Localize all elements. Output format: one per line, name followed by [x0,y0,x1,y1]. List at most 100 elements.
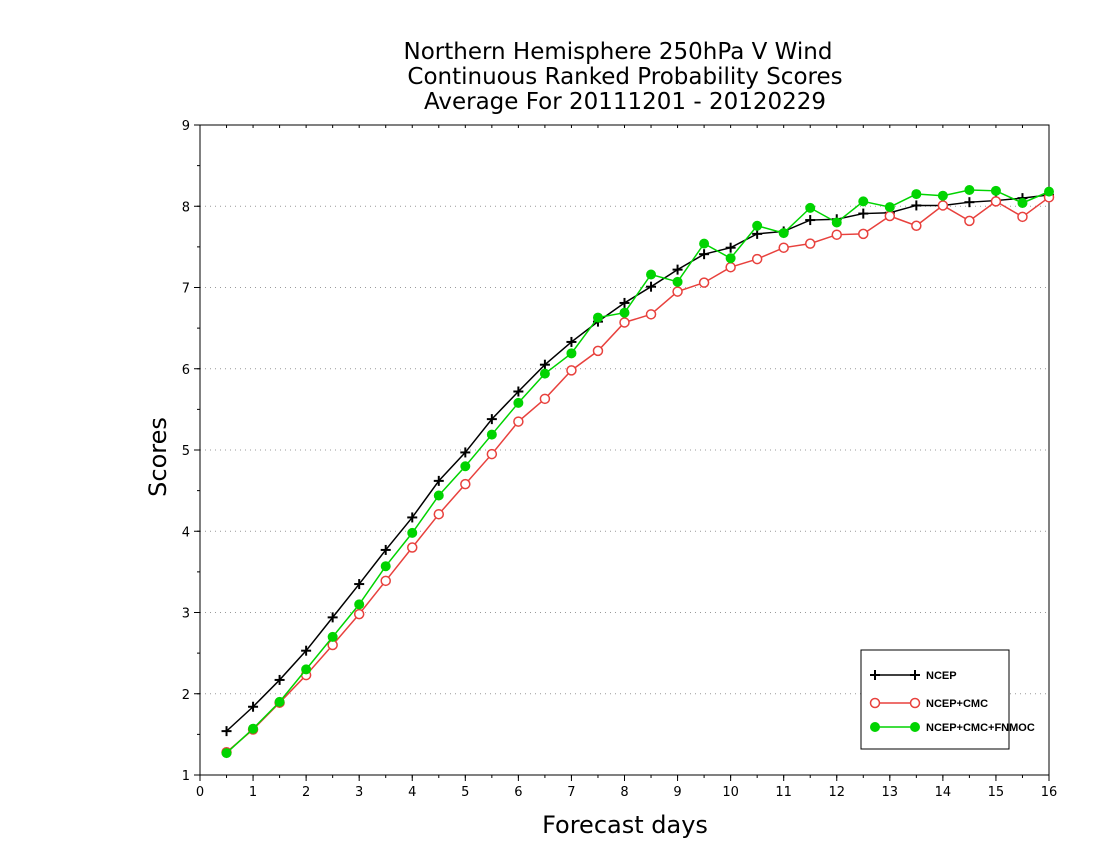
title-line-1: Northern Hemisphere 250hPa V Wind [404,39,833,65]
data-point-filled-circle [539,368,550,379]
data-point-filled-circle [248,723,259,734]
data-point-filled-circle [858,196,869,207]
data-point-filled-circle [646,269,657,280]
data-point-open-circle [751,253,763,265]
grid-lines [200,205,1049,695]
x-tick-label: 3 [355,785,363,800]
title-line-3: Average For 20111201 - 20120229 [424,89,826,115]
y-tick-label: 9 [182,119,190,134]
legend-entry: NCEP+CMC [869,697,988,710]
legend: NCEP NCEP+CMC NCEP+CMC+FNMOC [860,649,1035,750]
y-tick-label: 1 [182,769,190,784]
data-point-filled-circle [937,190,948,201]
plot-frame [199,124,1050,776]
data-point-open-circle [433,508,445,520]
y-tick-label: 4 [182,525,190,540]
x-tick-label: 0 [196,785,204,800]
data-point-open-circle [672,286,683,297]
data-point-plus [327,612,338,623]
data-point-filled-circle [672,276,683,287]
y-tick-label: 6 [182,363,190,378]
data-point-open-circle [909,697,921,709]
x-tick-label: 16 [1041,785,1058,800]
legend-entry: NCEP+CMC+FNMOC [870,722,1035,734]
data-point-filled-circle [513,397,524,408]
data-point-filled-circle [778,228,789,239]
series-layer [221,185,1055,759]
data-point-filled-circle [805,202,816,213]
x-tick-label: 5 [461,785,469,800]
data-point-plus [619,297,630,308]
data-point-filled-circle [831,217,842,228]
data-point-filled-circle [407,527,418,538]
data-point-filled-circle [460,461,471,472]
data-point-filled-circle [592,312,603,323]
data-point-open-circle [869,697,881,709]
data-point-filled-circle [725,253,736,264]
x-tick-label: 13 [882,785,899,800]
data-point-plus [911,200,922,211]
data-point-open-circle [1017,211,1028,223]
x-tick-label: 4 [408,785,416,800]
data-point-plus [725,242,736,253]
data-point-filled-circle [566,348,577,359]
data-point-open-circle [460,478,471,490]
y-tick-label: 5 [182,444,190,459]
data-point-filled-circle [884,202,895,213]
data-point-plus [486,414,497,425]
x-tick-label: 9 [673,785,681,800]
title-line-2: Continuous Ranked Probability Scores [407,64,842,90]
legend-box [860,649,1010,750]
data-point-plus [354,579,365,590]
data-point-plus [870,670,880,680]
x-tick-label: 10 [722,785,739,800]
y-axis-label: Scores [144,417,172,497]
y-tick-label: 3 [182,607,190,622]
data-point-open-circle [539,393,551,405]
x-tick-label: 11 [775,785,792,800]
data-point-plus [805,215,816,226]
data-point-open-circle [513,416,524,427]
data-point-open-circle [619,317,630,328]
x-tick-label: 6 [514,785,522,800]
x-tick-label: 15 [988,785,1005,800]
data-point-filled-circle [990,185,1001,196]
data-point-open-circle [778,242,789,253]
data-point-plus [380,544,391,555]
data-point-open-circle [566,365,577,376]
x-tick-label: 8 [620,785,628,800]
x-tick-label: 12 [828,785,845,800]
data-point-open-circle [698,277,710,288]
data-point-open-circle [353,608,365,620]
data-point-filled-circle [221,748,232,759]
legend-label: NCEP [926,670,957,682]
data-point-open-circle [725,261,736,273]
data-point-open-circle [990,196,1002,207]
data-point-open-circle [486,448,498,460]
data-point-plus [248,701,259,712]
data-point-filled-circle [1044,186,1054,197]
data-point-filled-circle [870,722,880,732]
data-point-plus [646,281,657,292]
data-point-open-circle [831,229,842,240]
legend-label: NCEP+CMC+FNMOC [926,722,1035,734]
data-point-filled-circle [301,664,312,675]
series-ncep-cmc-fnmoc [221,185,1054,759]
data-point-plus [407,512,418,523]
data-point-plus [460,447,471,458]
x-tick-label: 2 [302,785,310,800]
data-point-filled-circle [752,220,763,231]
y-tick-label: 7 [182,282,190,297]
data-point-plus [964,197,975,208]
y-tick-label: 8 [182,200,190,215]
x-tick-label: 7 [567,785,575,800]
data-point-open-circle [964,215,975,227]
data-point-plus [539,359,550,370]
data-point-open-circle [937,200,949,211]
legend-label: NCEP+CMC [926,698,988,710]
data-point-open-circle [645,309,657,320]
data-point-filled-circle [911,189,922,200]
data-point-filled-circle [433,490,444,501]
data-point-open-circle [858,228,869,240]
